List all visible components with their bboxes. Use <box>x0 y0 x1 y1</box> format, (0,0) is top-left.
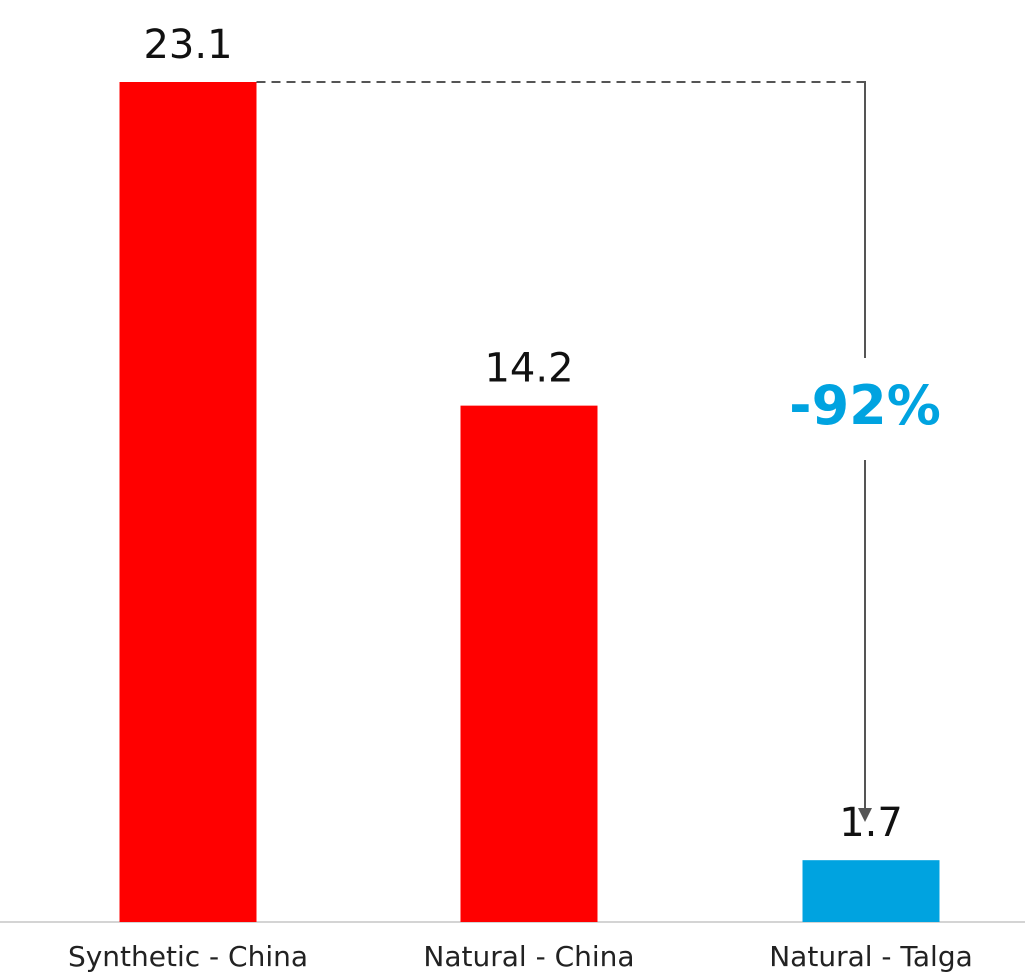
bar-3 <box>802 860 940 922</box>
category-label-1: Synthetic - China <box>68 940 308 973</box>
arrow-down-icon <box>858 808 872 822</box>
bars-group <box>119 82 940 922</box>
data-label-2: 14.2 <box>484 346 573 392</box>
bar-1 <box>119 82 257 922</box>
bar-2 <box>460 405 598 922</box>
data-label-1: 23.1 <box>143 22 232 68</box>
reduction-connector: -92% <box>256 81 941 822</box>
data-label-3: 1.7 <box>839 800 903 846</box>
category-label-2: Natural - China <box>423 940 634 973</box>
category-label-3: Natural - Talga <box>769 940 973 973</box>
data-labels-group: 23.1 14.2 1.7 <box>143 22 902 846</box>
category-labels-group: Synthetic - China Natural - China Natural … <box>68 940 973 973</box>
reduction-percent-label: -92% <box>789 374 941 437</box>
connector-dashed-line <box>256 81 866 98</box>
